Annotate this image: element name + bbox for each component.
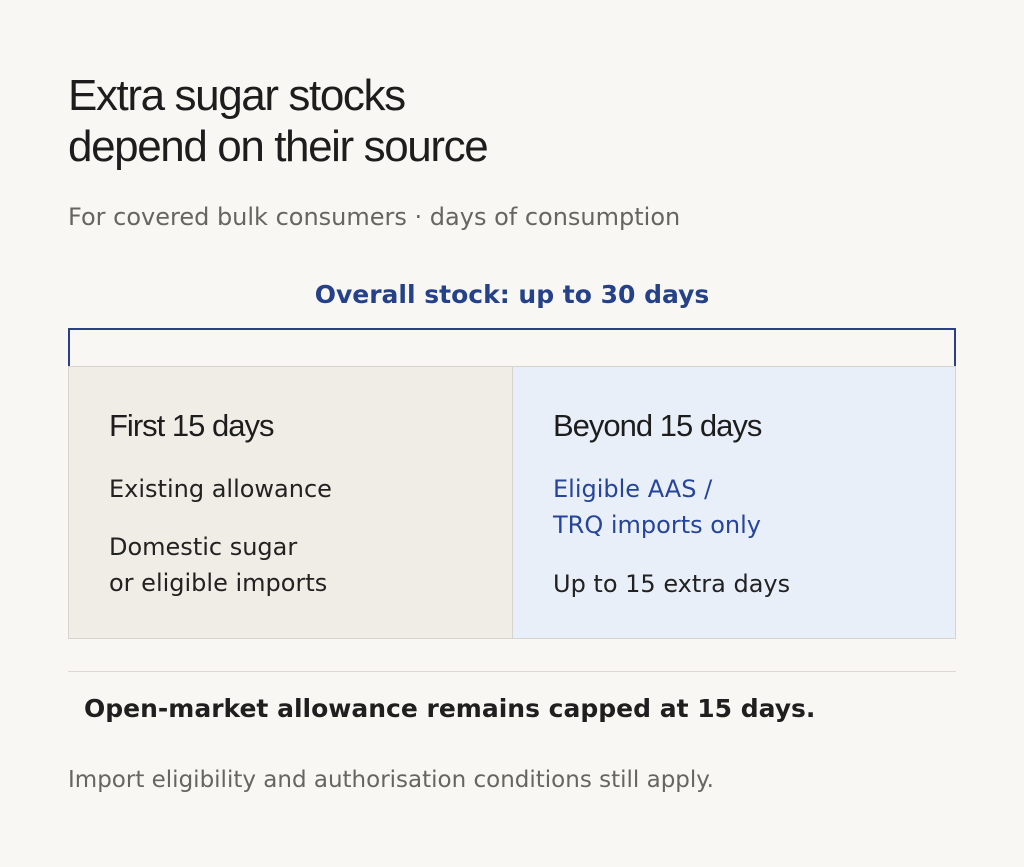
eligible-imports-text: Eligible AAS / TRQ imports only [553,471,761,543]
domestic-sugar-line-2: or eligible imports [109,569,328,597]
page-subtitle: For covered bulk consumers · days of con… [68,203,681,231]
beyond-15-days-heading: Beyond 15 days [553,408,762,443]
overall-stock-bracket [68,328,956,366]
extra-days-text: Up to 15 extra days [553,570,791,598]
open-market-note: Open-market allowance remains capped at … [84,694,816,723]
first-15-days-panel: First 15 days Existing allowance Domesti… [68,366,513,639]
existing-allowance-text: Existing allowance [109,475,332,503]
title-line-1: Extra sugar stocks [68,71,406,120]
domestic-sugar-line-1: Domestic sugar [109,533,298,561]
page-title: Extra sugar stocks depend on their sourc… [68,70,489,172]
eligible-imports-line-1: Eligible AAS / [553,475,713,503]
title-line-2: depend on their source [68,122,489,171]
overall-stock-label: Overall stock: up to 30 days [314,280,710,309]
section-divider [68,671,956,672]
first-15-days-heading: First 15 days [109,408,274,443]
footnote: Import eligibility and authorisation con… [68,767,714,793]
beyond-15-days-panel: Beyond 15 days Eligible AAS / TRQ import… [512,366,956,639]
eligible-imports-line-2: TRQ imports only [553,511,761,539]
domestic-sugar-text: Domestic sugar or eligible imports [109,529,327,601]
